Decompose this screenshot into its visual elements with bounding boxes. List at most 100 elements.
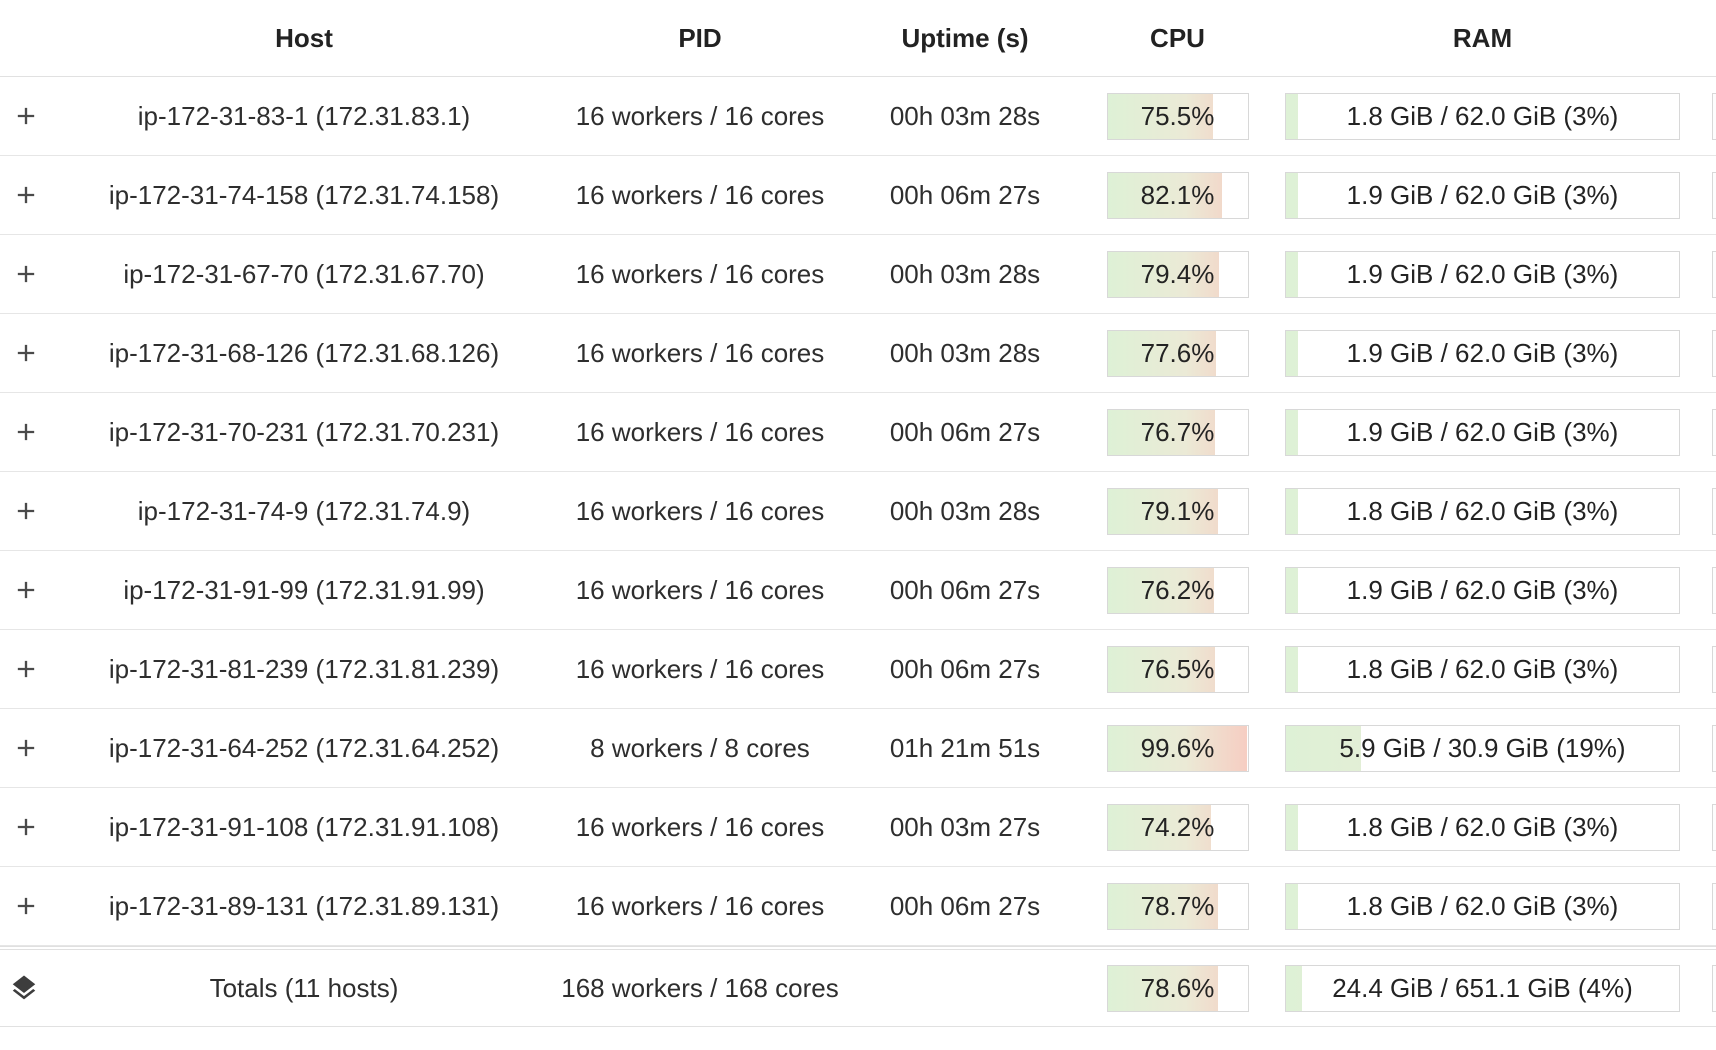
totals-divider xyxy=(0,946,1716,950)
totals-row: Totals (11 hosts) 168 workers / 168 cores… xyxy=(0,950,1716,1026)
expand-cell xyxy=(0,652,48,686)
expand-cell xyxy=(0,99,48,133)
plus-icon xyxy=(12,892,40,920)
ram-usage-bar: 1.8 GiB / 62.0 GiB (3%) xyxy=(1285,487,1680,535)
table-bottom-divider xyxy=(0,1026,1716,1027)
uptime-cell: 00h 03m 28s xyxy=(889,495,1041,526)
host-cell: ip-172-31-70-231 (172.31.70.231) xyxy=(108,416,500,447)
next-column-partial-bar xyxy=(1712,329,1716,377)
cpu-bar-empty-mask xyxy=(1214,409,1248,455)
pid-cell: 16 workers / 16 cores xyxy=(575,890,825,921)
expand-cell xyxy=(0,889,48,923)
ram-cell: 1.8 GiB / 62.0 GiB (3%) xyxy=(1265,92,1700,140)
ram-bar-empty-mask xyxy=(1297,488,1679,534)
cpu-usage-label: 76.2% xyxy=(1140,574,1215,605)
next-column-partial-bar xyxy=(1712,487,1716,535)
cpu-usage-bar: 75.5% xyxy=(1106,92,1249,140)
cpu-cell: 79.4% xyxy=(1090,250,1265,298)
expand-row-button[interactable] xyxy=(9,336,43,370)
expand-row-button[interactable] xyxy=(9,178,43,212)
uptime-cell: 00h 06m 27s xyxy=(889,416,1041,447)
next-column-partial-bar xyxy=(1712,724,1716,772)
cpu-bar-empty-mask xyxy=(1222,172,1248,218)
table-header-row: Host PID Uptime (s) CPU RAM xyxy=(0,0,1716,77)
ram-cell: 1.9 GiB / 62.0 GiB (3%) xyxy=(1265,408,1700,456)
expand-row-button[interactable] xyxy=(9,652,43,686)
ram-usage-label: 1.9 GiB / 62.0 GiB (3%) xyxy=(1346,337,1619,368)
cpu-usage-label: 76.7% xyxy=(1140,416,1215,447)
next-column-overflow xyxy=(1700,566,1716,614)
pid-cell: 8 workers / 8 cores xyxy=(590,732,810,763)
ram-cell: 1.8 GiB / 62.0 GiB (3%) xyxy=(1265,487,1700,535)
plus-icon xyxy=(12,655,40,683)
cpu-bar-empty-mask xyxy=(1246,725,1248,771)
table-row: ip-172-31-91-99 (172.31.91.99) 16 workers… xyxy=(0,551,1716,630)
column-header-uptime: Uptime (s) xyxy=(901,22,1029,53)
column-header-pid: PID xyxy=(678,22,722,53)
ram-usage-label: 1.8 GiB / 62.0 GiB (3%) xyxy=(1346,890,1619,921)
expand-row-button[interactable] xyxy=(9,494,43,528)
ram-usage-label: 1.9 GiB / 62.0 GiB (3%) xyxy=(1346,258,1619,289)
pid-cell: 168 workers / 168 cores xyxy=(561,972,839,1003)
expand-cell xyxy=(0,973,48,1003)
table-row: ip-172-31-67-70 (172.31.67.70) 16 workers… xyxy=(0,235,1716,314)
ram-cell: 1.8 GiB / 62.0 GiB (3%) xyxy=(1265,645,1700,693)
ram-usage-bar: 1.8 GiB / 62.0 GiB (3%) xyxy=(1285,92,1680,140)
expand-row-button[interactable] xyxy=(9,99,43,133)
table-footer: Totals (11 hosts) 168 workers / 168 cores… xyxy=(0,950,1716,1026)
pid-cell: 16 workers / 16 cores xyxy=(575,100,825,131)
ram-usage-bar: 1.8 GiB / 62.0 GiB (3%) xyxy=(1285,803,1680,851)
next-column-overflow xyxy=(1700,408,1716,456)
ram-usage-bar: 5.9 GiB / 30.9 GiB (19%) xyxy=(1285,724,1680,772)
next-column-overflow xyxy=(1700,964,1716,1012)
cpu-usage-bar: 99.6% xyxy=(1106,724,1249,772)
cpu-cell: 78.7% xyxy=(1090,882,1265,930)
ram-bar-empty-mask xyxy=(1297,409,1679,455)
expand-row-button[interactable] xyxy=(9,889,43,923)
expand-row-button[interactable] xyxy=(9,573,43,607)
next-column-partial-bar xyxy=(1712,803,1716,851)
cpu-cell: 99.6% xyxy=(1090,724,1265,772)
host-cell: ip-172-31-64-252 (172.31.64.252) xyxy=(108,732,500,763)
expand-row-button[interactable] xyxy=(9,810,43,844)
plus-icon xyxy=(12,339,40,367)
cpu-cell: 74.2% xyxy=(1090,803,1265,851)
uptime-cell: 00h 06m 27s xyxy=(889,890,1041,921)
cpu-usage-label: 99.6% xyxy=(1140,732,1215,763)
expand-row-button[interactable] xyxy=(9,731,43,765)
expand-cell xyxy=(0,415,48,449)
plus-icon xyxy=(12,418,40,446)
uptime-cell: 00h 06m 27s xyxy=(889,574,1041,605)
cpu-bar-empty-mask xyxy=(1217,965,1248,1011)
uptime-cell: 00h 06m 27s xyxy=(889,179,1041,210)
host-cell: ip-172-31-91-108 (172.31.91.108) xyxy=(108,811,500,842)
ram-usage-bar: 1.9 GiB / 62.0 GiB (3%) xyxy=(1285,250,1680,298)
ram-usage-bar: 1.9 GiB / 62.0 GiB (3%) xyxy=(1285,329,1680,377)
table-row: ip-172-31-68-126 (172.31.68.126) 16 worke… xyxy=(0,314,1716,393)
host-cell: ip-172-31-67-70 (172.31.67.70) xyxy=(123,258,485,289)
host-cell: ip-172-31-81-239 (172.31.81.239) xyxy=(108,653,500,684)
pid-cell: 16 workers / 16 cores xyxy=(575,653,825,684)
next-column-overflow xyxy=(1700,724,1716,772)
expand-cell xyxy=(0,257,48,291)
expand-cell xyxy=(0,810,48,844)
uptime-cell: 00h 03m 28s xyxy=(889,337,1041,368)
expand-row-button[interactable] xyxy=(9,257,43,291)
ram-cell: 1.9 GiB / 62.0 GiB (3%) xyxy=(1265,329,1700,377)
ram-cell: 1.9 GiB / 62.0 GiB (3%) xyxy=(1265,171,1700,219)
table-row: ip-172-31-70-231 (172.31.70.231) 16 worke… xyxy=(0,393,1716,472)
next-column-partial-bar xyxy=(1712,882,1716,930)
table-row: ip-172-31-91-108 (172.31.91.108) 16 worke… xyxy=(0,788,1716,867)
cpu-usage-label: 77.6% xyxy=(1140,337,1215,368)
table-row: ip-172-31-74-9 (172.31.74.9) 16 workers /… xyxy=(0,472,1716,551)
cpu-bar-empty-mask xyxy=(1218,251,1248,297)
cpu-cell: 77.6% xyxy=(1090,329,1265,377)
cpu-usage-bar: 78.7% xyxy=(1106,882,1249,930)
pid-cell: 16 workers / 16 cores xyxy=(575,416,825,447)
expand-row-button[interactable] xyxy=(9,415,43,449)
ram-usage-bar: 1.9 GiB / 62.0 GiB (3%) xyxy=(1285,408,1680,456)
ram-usage-label: 1.8 GiB / 62.0 GiB (3%) xyxy=(1346,811,1619,842)
uptime-cell: 00h 03m 27s xyxy=(889,811,1041,842)
expand-cell xyxy=(0,178,48,212)
host-cell: Totals (11 hosts) xyxy=(209,972,399,1003)
